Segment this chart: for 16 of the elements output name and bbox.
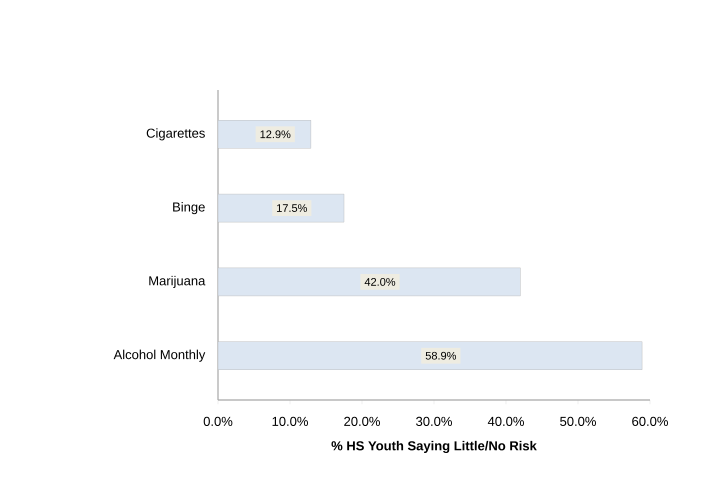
x-tick-label: 40.0% — [488, 416, 524, 426]
x-axis-title: % HS Youth Saying Little/No Risk — [332, 440, 537, 454]
y-tick-label: Alcohol Monthly — [114, 350, 206, 362]
x-tick-label: 50.0% — [560, 416, 596, 426]
y-tick-label: Cigarettes — [146, 128, 205, 140]
data-label: 58.9% — [426, 352, 456, 360]
data-label: 42.0% — [364, 278, 396, 286]
data-label: 12.9% — [260, 130, 290, 138]
data-label: 17.5% — [277, 204, 308, 212]
x-tick-label: 30.0% — [416, 416, 452, 426]
x-tick-label: 10.0% — [272, 416, 308, 426]
y-tick-label: Marijuana — [149, 276, 206, 288]
x-tick-label: 0.0% — [204, 416, 232, 426]
x-tick-label: 60.0% — [632, 416, 668, 426]
x-tick-label: 20.0% — [344, 416, 380, 426]
y-tick-label: Binge — [173, 202, 205, 214]
